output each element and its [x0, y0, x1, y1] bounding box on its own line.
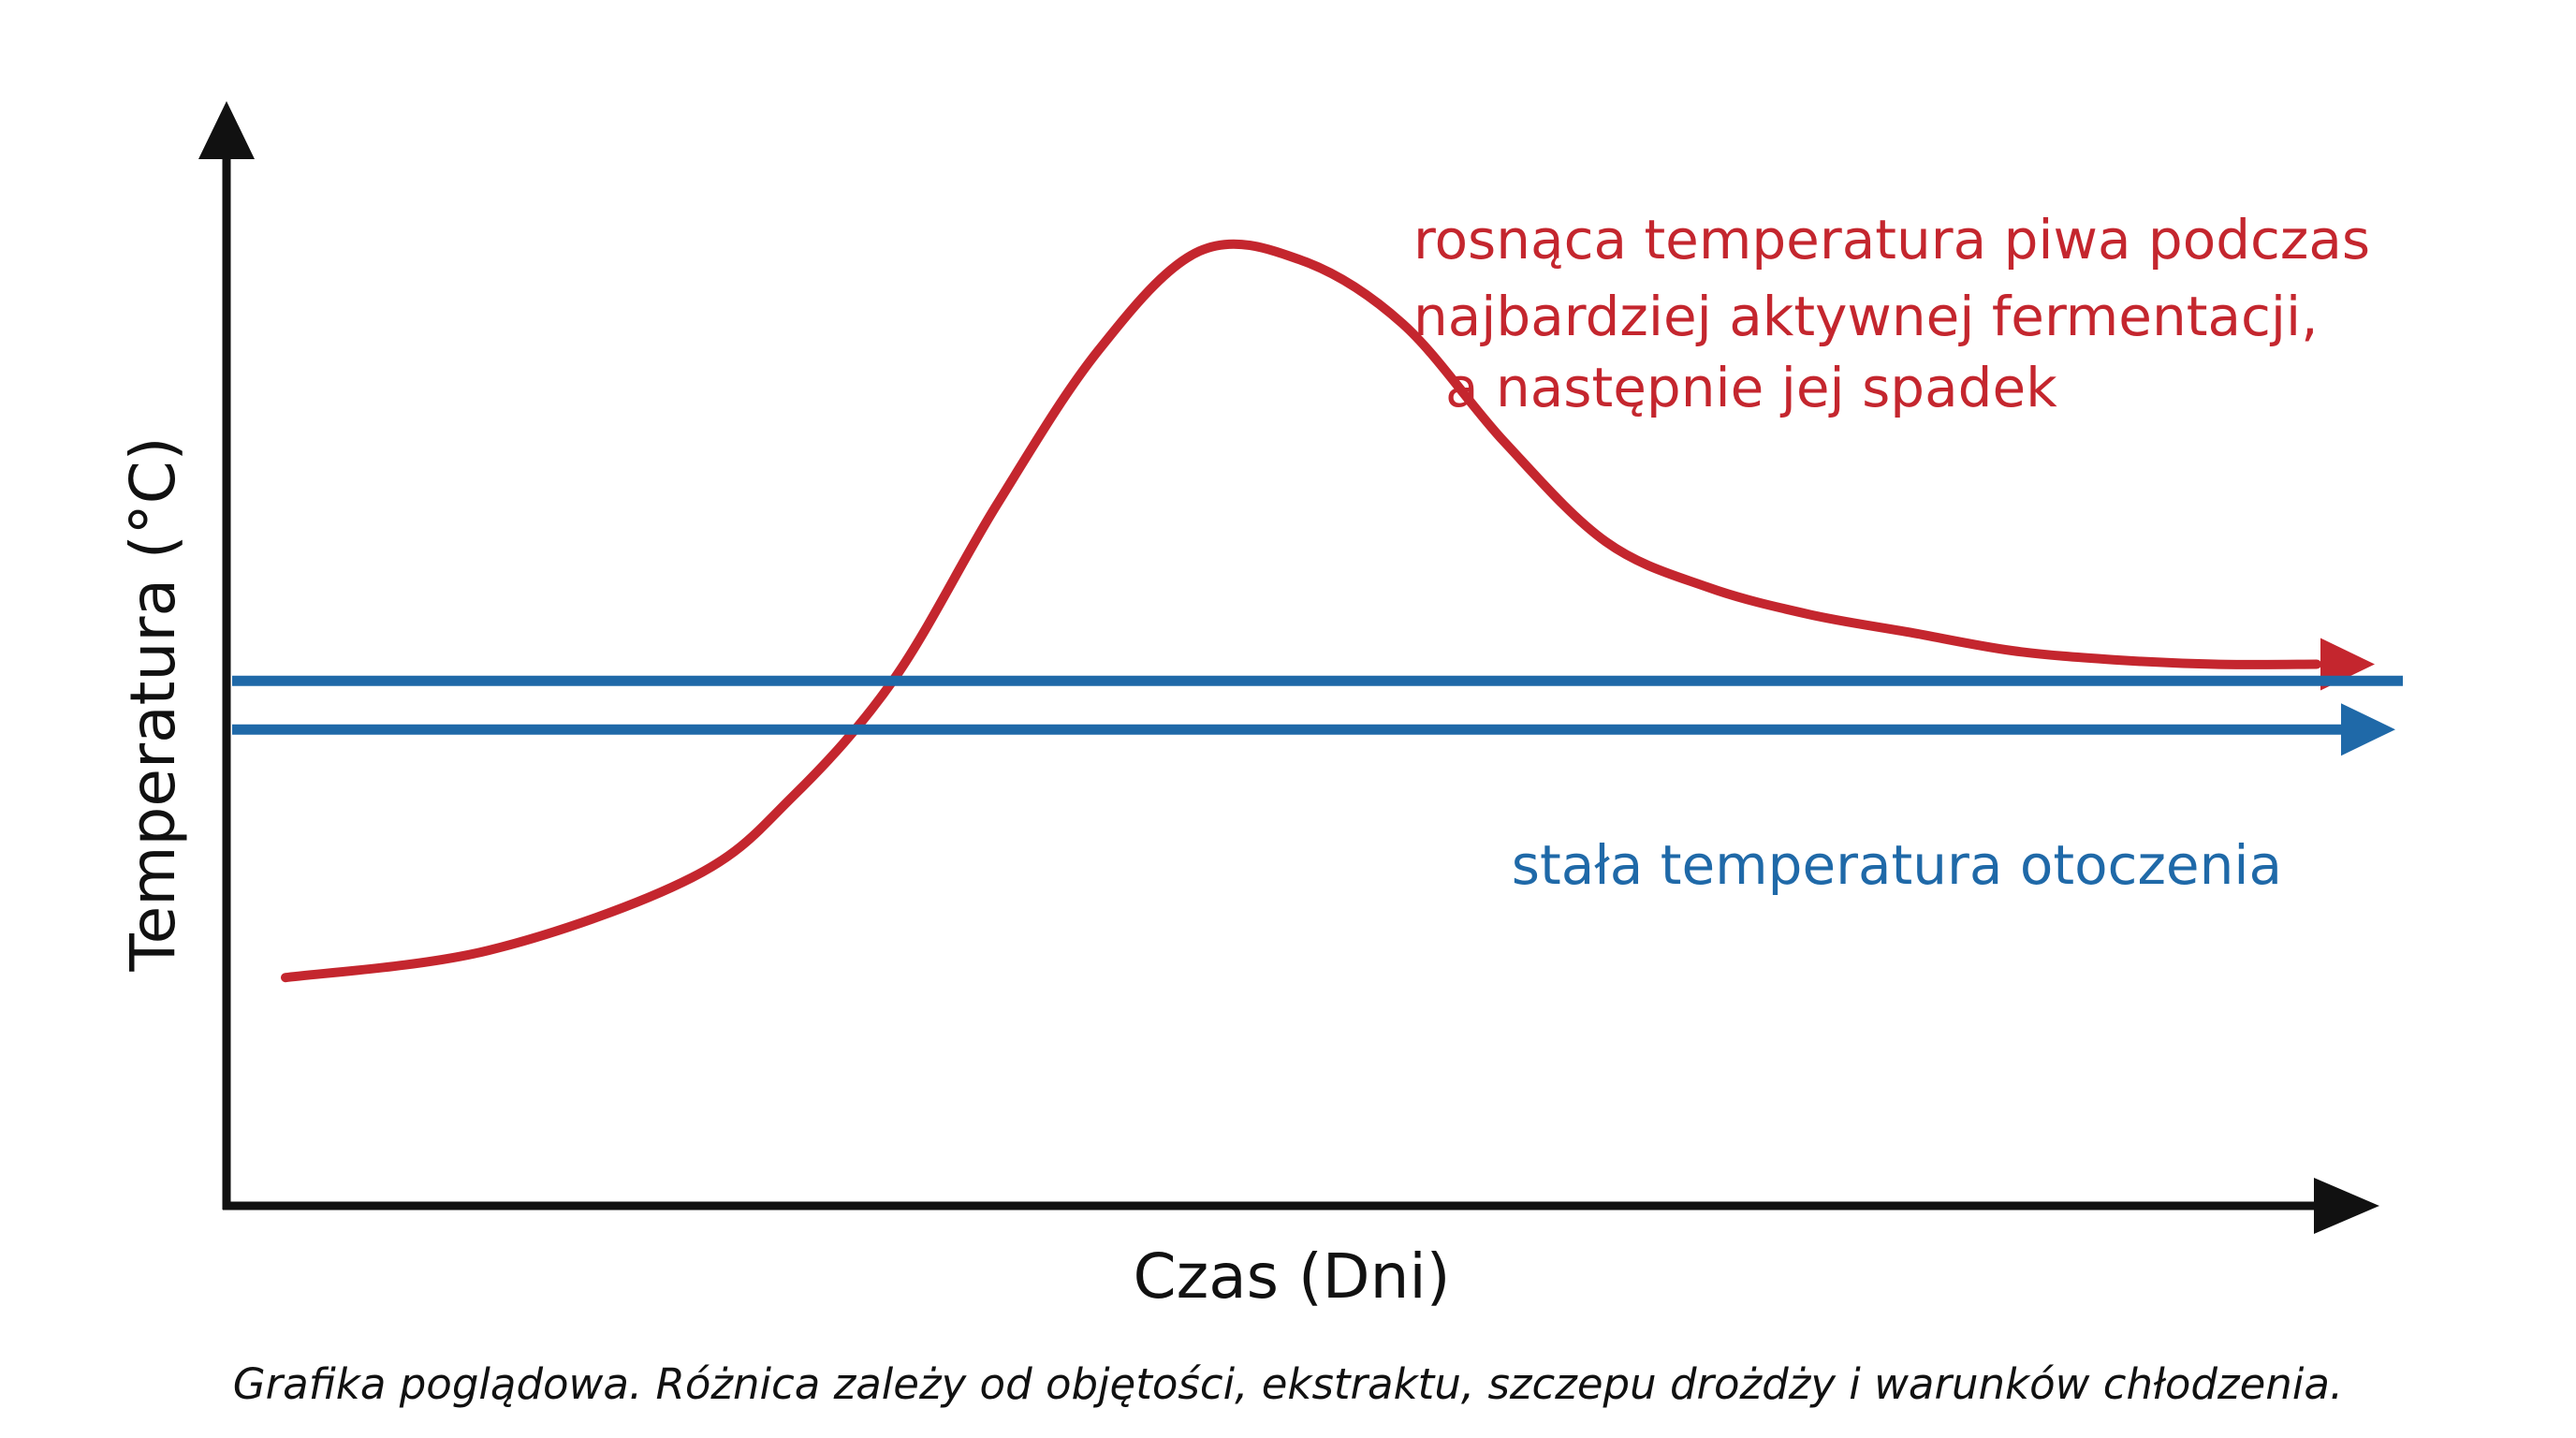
y-axis-arrow-icon	[198, 101, 255, 159]
fermentation-annotation-line-2: najbardziej aktywnej fermentacji,	[1413, 285, 2319, 348]
caption: Grafika poglądowa. Różnica zależy od obj…	[233, 1359, 2343, 1409]
ambient-annotation: stała temperatura otoczenia	[1512, 833, 2282, 897]
x-axis-label: Czas (Dni)	[1133, 1240, 1450, 1313]
y-axis-label: Temperatura (°C)	[117, 437, 189, 973]
fermentation-annotation-line-1: rosnąca temperatura piwa podczas	[1413, 208, 2370, 271]
fermentation-temperature-line	[281, 239, 2321, 983]
ambient-arrow-icon	[2341, 703, 2395, 756]
series-layer	[232, 239, 2403, 983]
x-axis-arrow-icon	[2314, 1178, 2379, 1234]
fermentation-annotation-line-3: a następnie jej spadek	[1445, 356, 2057, 419]
